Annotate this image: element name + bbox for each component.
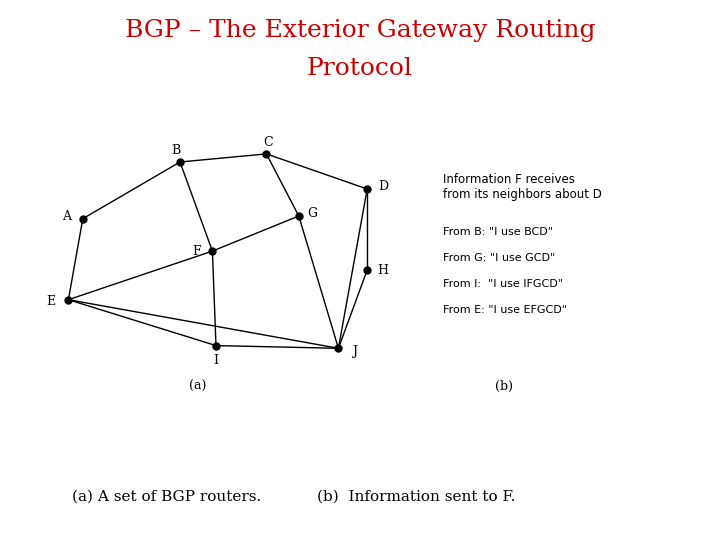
Text: BGP – The Exterior Gateway Routing: BGP – The Exterior Gateway Routing xyxy=(125,19,595,42)
Text: (a) A set of BGP routers.: (a) A set of BGP routers. xyxy=(72,489,261,503)
Text: From E: "I use EFGCD": From E: "I use EFGCD" xyxy=(443,305,567,315)
Text: C: C xyxy=(264,136,274,148)
Text: (a): (a) xyxy=(189,380,207,393)
Text: F: F xyxy=(192,245,201,258)
Text: B: B xyxy=(172,144,181,157)
Text: H: H xyxy=(377,264,389,276)
Text: A: A xyxy=(63,210,71,222)
Text: (b): (b) xyxy=(495,380,513,393)
Text: Protocol: Protocol xyxy=(307,57,413,80)
Text: From G: "I use GCD": From G: "I use GCD" xyxy=(443,253,555,263)
Text: From I:  "I use IFGCD": From I: "I use IFGCD" xyxy=(443,279,563,289)
Text: J: J xyxy=(352,345,356,357)
Text: I: I xyxy=(214,354,218,367)
Text: From B: "I use BCD": From B: "I use BCD" xyxy=(443,227,553,237)
Text: D: D xyxy=(378,180,388,193)
Text: (b)  Information sent to F.: (b) Information sent to F. xyxy=(317,489,516,503)
Text: Information F receives
from its neighbors about D: Information F receives from its neighbor… xyxy=(443,173,602,201)
Text: E: E xyxy=(46,295,55,308)
Text: G: G xyxy=(307,207,317,220)
